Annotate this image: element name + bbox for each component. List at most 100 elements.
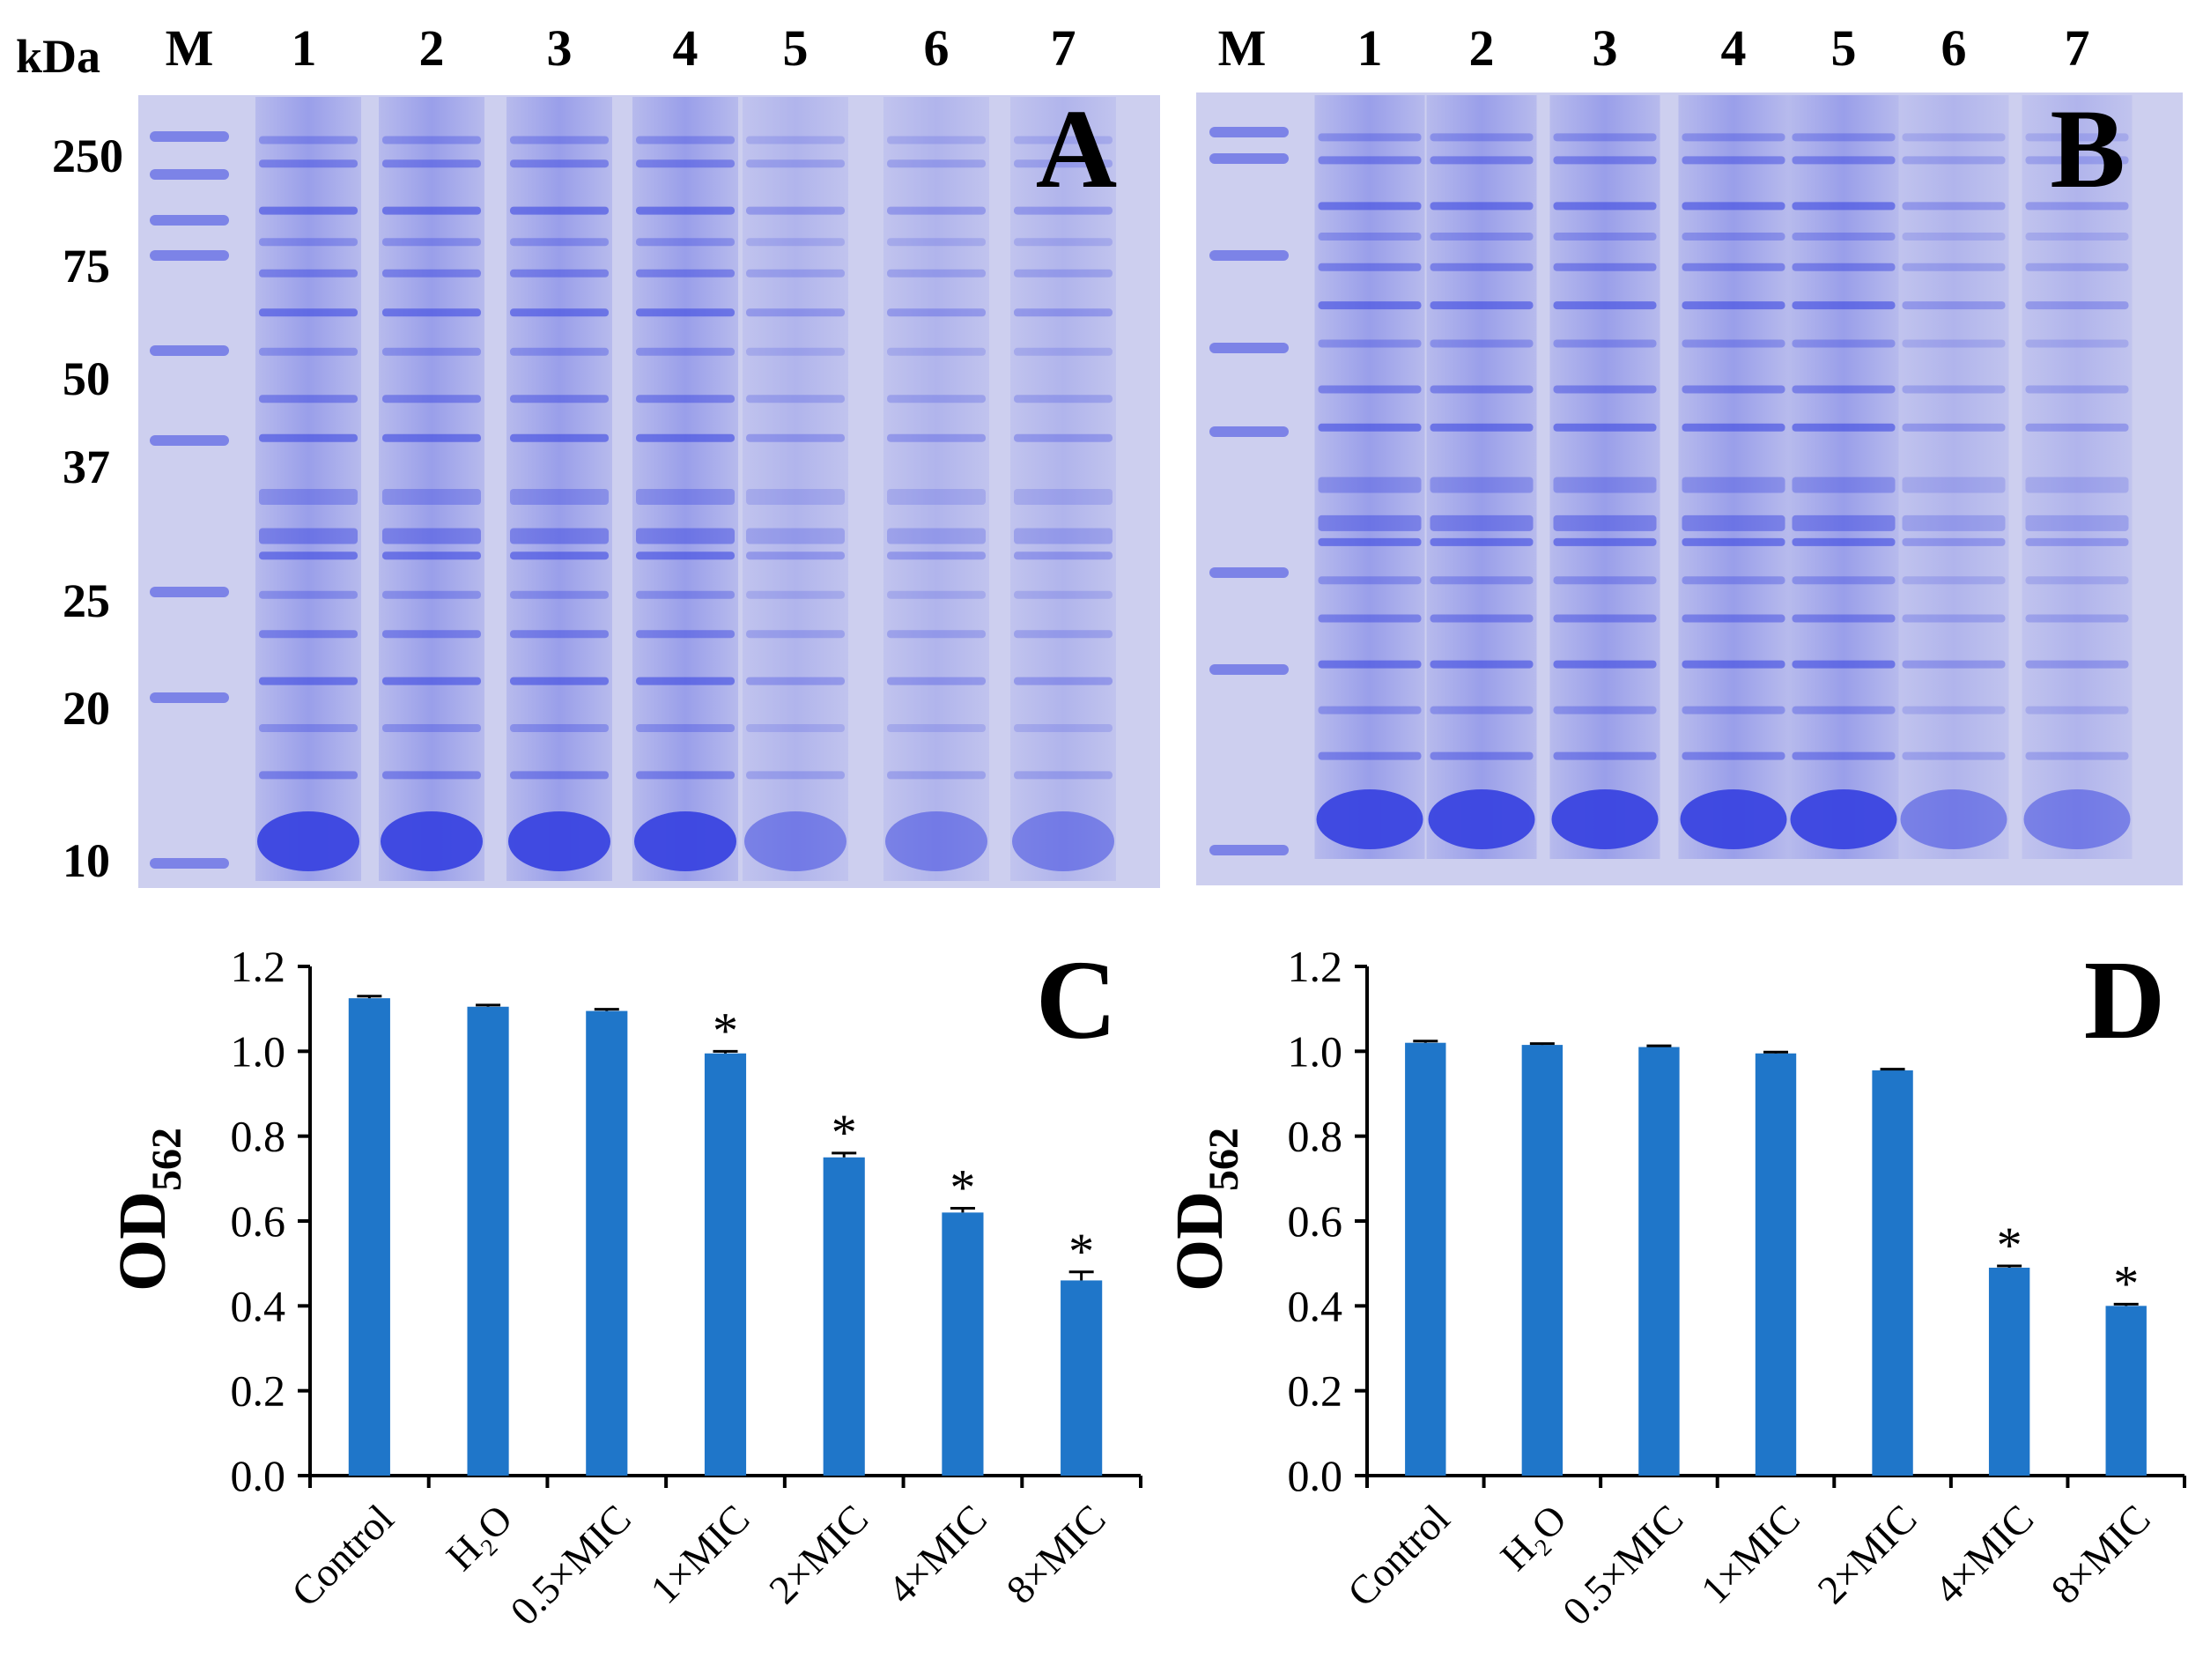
protein-band (259, 590, 358, 599)
protein-band (1902, 339, 2006, 348)
protein-band (382, 489, 481, 505)
protein-band (1553, 385, 1657, 394)
bar-chart-c: 0.0 0.2 0.4 0.6 0.8 1.0 1.2 OD562 Control H₂O0.5×… (106, 942, 1142, 1634)
protein-band (1682, 263, 1785, 271)
marker-size-label: 75 (63, 240, 110, 292)
y-tick-label: 1.2 (1288, 942, 1343, 991)
panel-letter-b: B (2050, 86, 2125, 211)
marker-band (1209, 845, 1289, 855)
protein-band (1430, 423, 1534, 432)
protein-band (746, 308, 845, 317)
dye-front-band (257, 811, 359, 871)
gel-b-lane-label: 2 (1469, 19, 1495, 77)
protein-band (1430, 202, 1534, 211)
protein-band (2025, 423, 2129, 432)
x-category-label: 8×MIC (998, 1496, 1114, 1612)
protein-band (2025, 660, 2129, 669)
protein-band (382, 136, 481, 144)
protein-band (382, 630, 481, 639)
protein-band (1792, 385, 1896, 394)
bar (348, 998, 390, 1476)
protein-band (1792, 423, 1896, 432)
protein-band (259, 489, 358, 505)
protein-band (510, 528, 609, 544)
protein-band (636, 528, 735, 544)
lane-smear (632, 97, 738, 881)
y-axis-label-subscript: 562 (144, 1128, 190, 1191)
protein-band (636, 630, 735, 639)
gel-lane (2022, 95, 2133, 859)
y-tick-label: 0.4 (1288, 1281, 1343, 1330)
dye-front-band (381, 811, 483, 871)
gel-b-lane-label: 3 (1593, 19, 1618, 77)
protein-band (1430, 514, 1534, 531)
gel-a-lane-label: 2 (419, 19, 445, 77)
protein-band (1014, 308, 1113, 317)
protein-band (1553, 751, 1657, 760)
protein-band (382, 551, 481, 560)
protein-band (1014, 771, 1113, 780)
marker-band (150, 435, 229, 446)
protein-band (2025, 233, 2129, 241)
gel-panel-a: kDa M 1 2 3 4 5 6 7 250 75 50 37 25 20 1… (16, 19, 1160, 888)
lane-smear (1314, 95, 1425, 859)
protein-band (1682, 576, 1785, 585)
protein-band (1553, 301, 1657, 310)
protein-band (510, 159, 609, 168)
protein-band (636, 347, 735, 356)
protein-band (382, 395, 481, 403)
protein-band (382, 206, 481, 215)
bar (1061, 1280, 1103, 1476)
protein-band (382, 590, 481, 599)
y-tick-label: 1.2 (231, 942, 286, 991)
protein-band (1902, 133, 2006, 142)
marker-band (1209, 567, 1289, 578)
dye-front-band (1790, 789, 1897, 849)
y-tick-label: 0.2 (231, 1366, 286, 1416)
protein-band (636, 433, 735, 442)
protein-band (1553, 202, 1657, 211)
y-axis-label-main: OD (1163, 1191, 1237, 1291)
protein-band (1318, 614, 1422, 623)
protein-band (382, 677, 481, 685)
protein-band (382, 269, 481, 278)
protein-band (1902, 537, 2006, 546)
protein-band (382, 347, 481, 356)
lane-smear (1549, 95, 1660, 859)
marker-band (150, 215, 229, 226)
protein-band (1682, 751, 1785, 760)
protein-band (259, 771, 358, 780)
protein-band (1318, 706, 1422, 714)
y-tick-label: 1.0 (1288, 1026, 1343, 1076)
panel-letter-d: D (2084, 937, 2165, 1062)
protein-band (259, 269, 358, 278)
marker-band (150, 345, 229, 356)
protein-band (887, 489, 986, 505)
protein-band (382, 528, 481, 544)
protein-band (2025, 537, 2129, 546)
dye-front-band (2023, 789, 2131, 849)
dye-front-band (744, 811, 846, 871)
protein-band (1553, 263, 1657, 271)
gel-lane (1678, 95, 1789, 859)
protein-band (1553, 423, 1657, 432)
protein-band (1682, 537, 1785, 546)
protein-band (1792, 514, 1896, 531)
protein-band (887, 206, 986, 215)
y-tick-label: 0.4 (231, 1281, 286, 1330)
bar (1405, 1042, 1446, 1476)
protein-band (636, 677, 735, 685)
protein-band (510, 724, 609, 732)
x-category-label: 2×MIC (760, 1496, 876, 1612)
protein-band (510, 630, 609, 639)
protein-band (1682, 133, 1785, 142)
protein-band (2025, 263, 2129, 271)
protein-band (1430, 614, 1534, 623)
protein-band (259, 630, 358, 639)
protein-band (1902, 233, 2006, 241)
protein-band (746, 590, 845, 599)
protein-band (1792, 202, 1896, 211)
protein-band (636, 136, 735, 144)
protein-band (1553, 233, 1657, 241)
gel-a-marker-sizes: 250 75 50 37 25 20 10 (52, 130, 123, 887)
